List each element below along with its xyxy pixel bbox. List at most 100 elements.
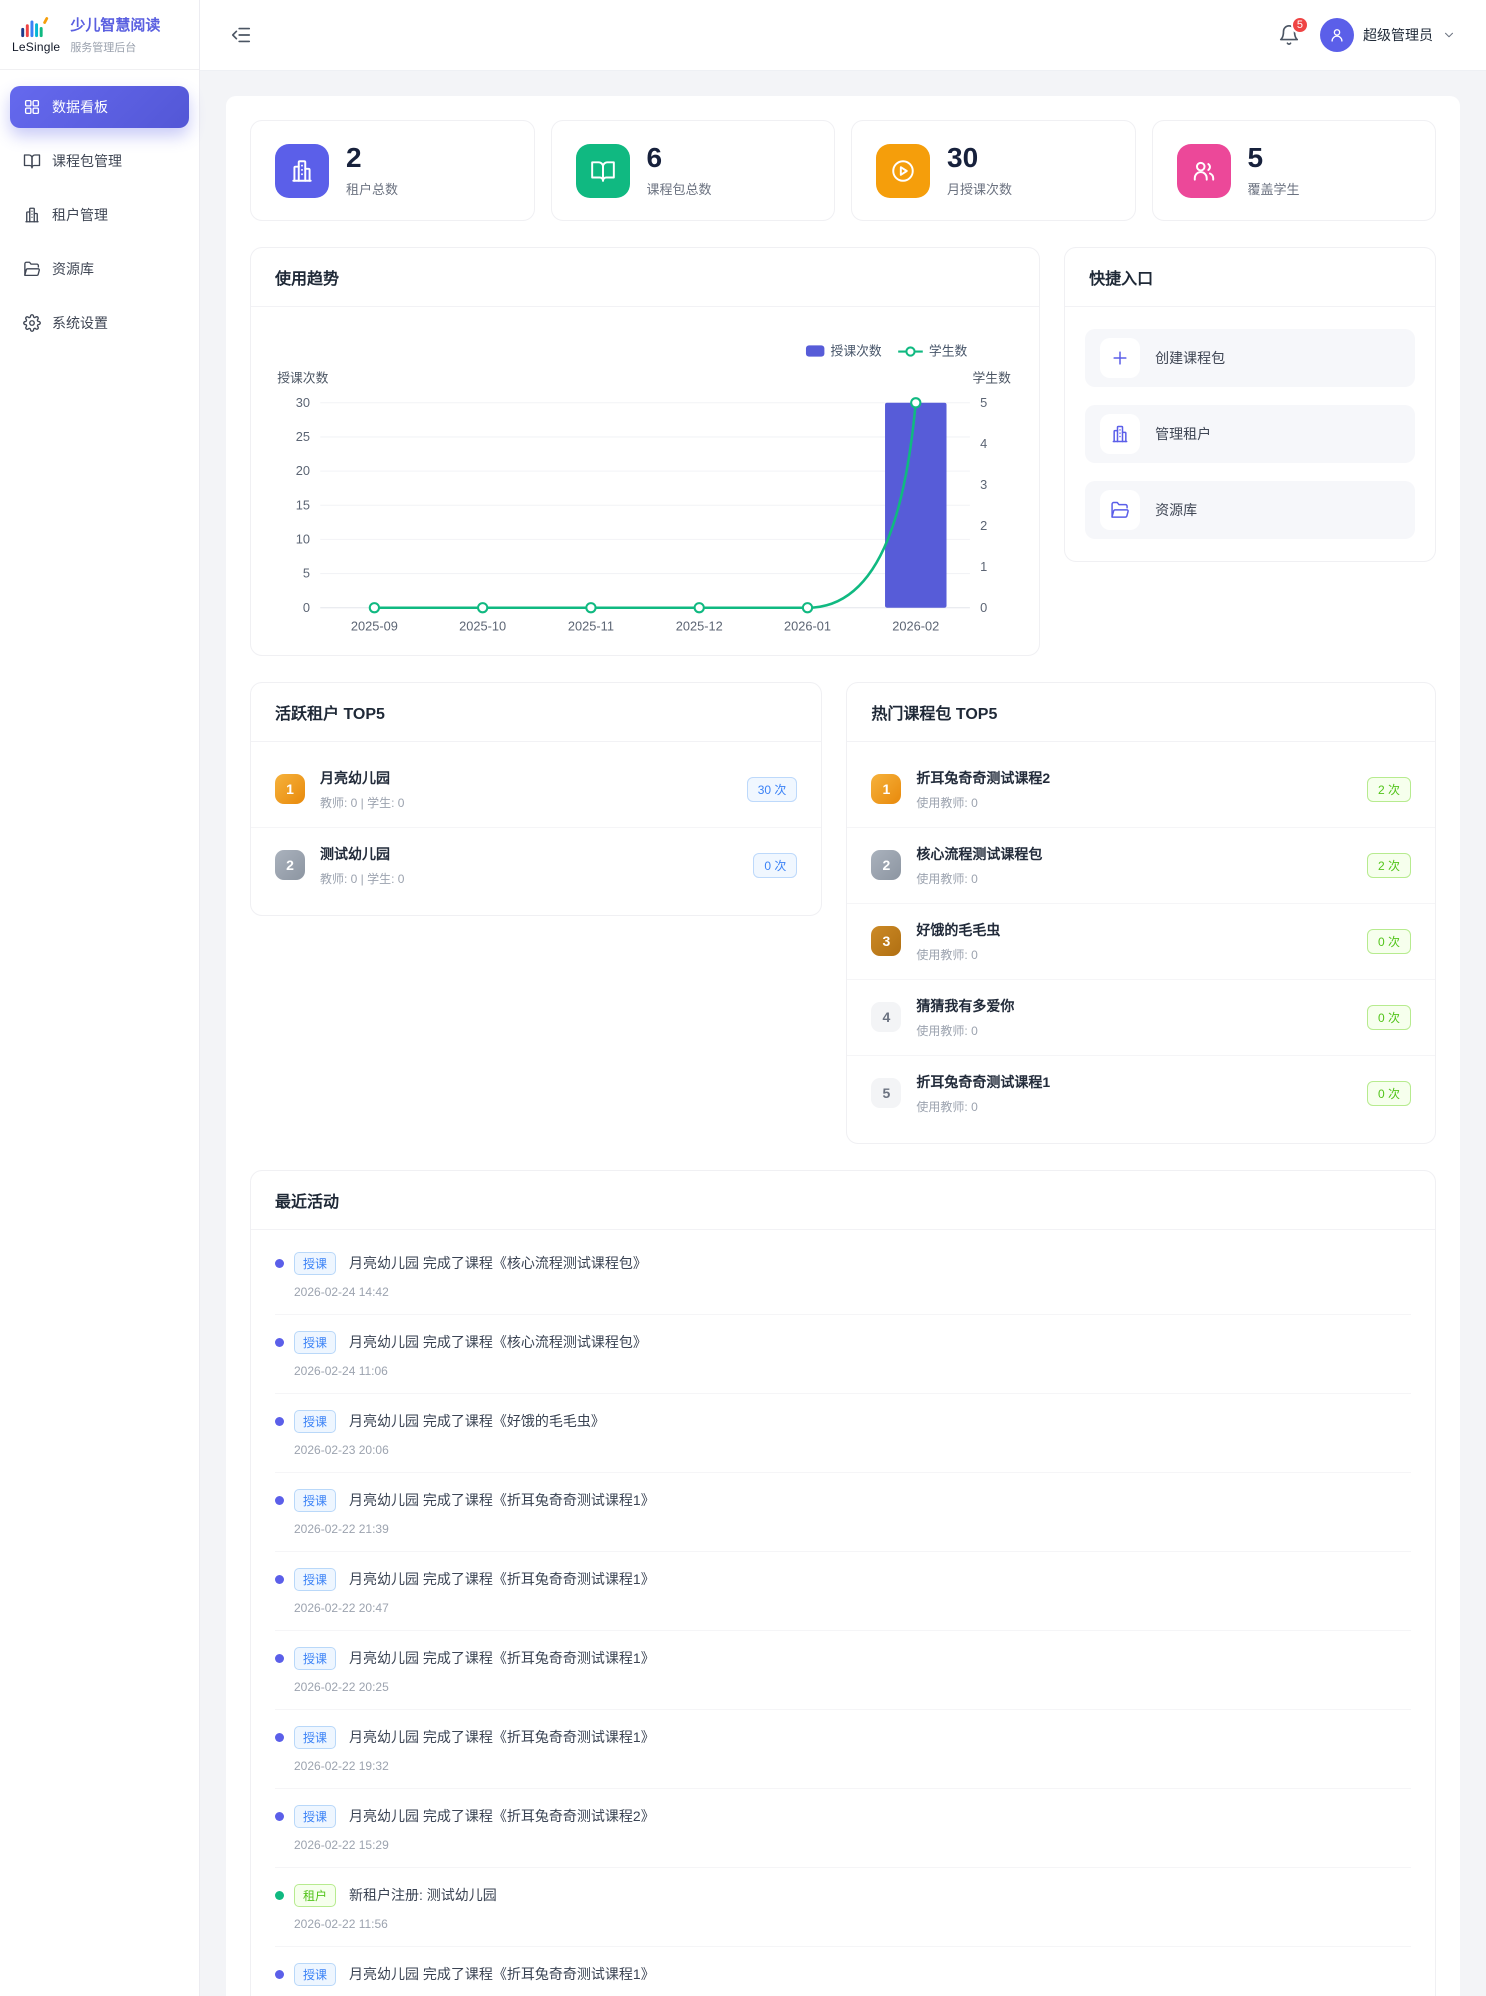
activity-item: 授课 月亮幼儿园 完成了课程《折耳兔奇奇测试课程1》 2026-02-21 20… bbox=[275, 1947, 1411, 1996]
rank-meta: 教师: 0 | 学生: 0 bbox=[320, 795, 405, 810]
svg-text:30: 30 bbox=[296, 395, 310, 410]
svg-text:授课次数: 授课次数 bbox=[831, 344, 882, 359]
activity-text: 新租户注册: 测试幼儿园 bbox=[349, 1887, 497, 1904]
activity-item: 授课 月亮幼儿园 完成了课程《折耳兔奇奇测试课程1》 2026-02-22 20… bbox=[275, 1552, 1411, 1631]
quick-entry-item-1[interactable]: 创建课程包 bbox=[1085, 329, 1415, 388]
activity-type-badge: 授课 bbox=[294, 1962, 337, 1986]
logo-text: LeSingle bbox=[12, 40, 61, 54]
activity-item: 租户 新租户注册: 测试幼儿园 2026-02-22 11:56 bbox=[275, 1868, 1411, 1947]
activity-item: 授课 月亮幼儿园 完成了课程《好饿的毛毛虫》 2026-02-23 20:06 bbox=[275, 1394, 1411, 1473]
quick-entry-item-2[interactable]: 管理租户 bbox=[1085, 405, 1415, 464]
stat-label: 租户总数 bbox=[346, 182, 399, 198]
sidebar-item-5[interactable]: 系统设置 bbox=[10, 302, 189, 344]
sidebar-menu: 数据看板 课程包管理 租户管理 资源库 系统设置 bbox=[0, 70, 199, 360]
rank-row: 2 核心流程测试课程包 使用教师: 0 2 次 bbox=[847, 828, 1435, 904]
activity-item: 授课 月亮幼儿园 完成了课程《折耳兔奇奇测试课程1》 2026-02-22 20… bbox=[275, 1631, 1411, 1710]
svg-text:授课次数: 授课次数 bbox=[277, 371, 328, 386]
active-tenants-list: 1 月亮幼儿园 教师: 0 | 学生: 0 30 次 2 测试幼儿园 教师: 0… bbox=[251, 742, 822, 915]
rank-meta: 使用教师: 0 bbox=[916, 1023, 978, 1038]
rank-badge: 2 bbox=[871, 850, 902, 881]
quick-entry-item-3[interactable]: 资源库 bbox=[1085, 481, 1415, 540]
recent-activities-panel: 最近活动 授课 月亮幼儿园 完成了课程《核心流程测试课程包》 2026-02-2… bbox=[250, 1169, 1436, 1996]
activity-time: 2026-02-22 21:39 bbox=[294, 1521, 389, 1536]
activity-text: 月亮幼儿园 完成了课程《折耳兔奇奇测试课程1》 bbox=[349, 1966, 655, 1983]
svg-text:5: 5 bbox=[303, 566, 310, 581]
hot-packages-list: 1 折耳兔奇奇测试课程2 使用教师: 0 2 次 2 核心流程测试课程包 使用教… bbox=[847, 742, 1435, 1143]
play-icon bbox=[890, 158, 916, 184]
app-title-block: 少儿智慧阅读 服务管理后台 bbox=[70, 14, 160, 55]
logo-bars-icon bbox=[21, 17, 49, 38]
app-subtitle: 服务管理后台 bbox=[70, 42, 137, 54]
quick-entry-label: 资源库 bbox=[1155, 502, 1198, 519]
count-badge: 0 次 bbox=[753, 852, 798, 878]
activity-dot bbox=[275, 1574, 284, 1584]
gear-icon bbox=[23, 314, 41, 332]
count-badge: 2 次 bbox=[1366, 776, 1411, 802]
activity-dot bbox=[275, 1337, 284, 1347]
sidebar-item-1[interactable]: 数据看板 bbox=[10, 86, 189, 128]
usage-trend-panel: 使用趋势 0 5 10 15 20 25 30 0 1 2 3 4 5 授课次数 学生数 2025-09 202… bbox=[250, 247, 1041, 656]
rank-name: 折耳兔奇奇测试课程1 bbox=[916, 1073, 1051, 1090]
svg-text:15: 15 bbox=[296, 498, 310, 513]
rank-badge: 4 bbox=[871, 1002, 902, 1033]
user-icon bbox=[1328, 26, 1346, 44]
content: 2 租户总数 6 课程包总数 30 月授课次数 5 覆盖学生 使用趋势 bbox=[200, 70, 1486, 1996]
top5-row: 活跃租户 TOP5 1 月亮幼儿园 教师: 0 | 学生: 0 30 次 2 测… bbox=[250, 681, 1436, 1144]
dashboard-icon bbox=[23, 98, 41, 116]
user-menu[interactable]: 超级管理员 bbox=[1320, 18, 1456, 52]
sidebar-item-3[interactable]: 租户管理 bbox=[10, 194, 189, 236]
activity-time: 2026-02-23 20:06 bbox=[294, 1442, 389, 1457]
svg-text:5: 5 bbox=[980, 395, 987, 410]
rank-name: 折耳兔奇奇测试课程2 bbox=[916, 769, 1051, 786]
stat-label: 月授课次数 bbox=[947, 182, 1013, 198]
stat-card: 30 月授课次数 bbox=[851, 120, 1136, 222]
svg-text:2025-11: 2025-11 bbox=[568, 619, 614, 634]
activity-item: 授课 月亮幼儿园 完成了课程《核心流程测试课程包》 2026-02-24 14:… bbox=[275, 1236, 1411, 1315]
activity-dot bbox=[275, 1416, 284, 1426]
notification-count-badge: 5 bbox=[1290, 16, 1309, 34]
logo-area: LeSingle 少儿智慧阅读 服务管理后台 bbox=[0, 0, 199, 70]
sidebar-collapse-icon[interactable] bbox=[230, 24, 252, 46]
notifications-button[interactable]: 5 bbox=[1278, 16, 1309, 46]
stat-label: 覆盖学生 bbox=[1247, 182, 1300, 198]
activity-type-badge: 授课 bbox=[294, 1251, 337, 1275]
sidebar-item-2[interactable]: 课程包管理 bbox=[10, 140, 189, 182]
folder-icon bbox=[1110, 500, 1130, 520]
activity-type-badge: 租户 bbox=[294, 1883, 337, 1907]
activity-type-badge: 授课 bbox=[294, 1567, 337, 1591]
topbar: 5 超级管理员 bbox=[200, 0, 1486, 70]
building-icon bbox=[23, 206, 41, 224]
stat-card: 6 课程包总数 bbox=[550, 120, 835, 222]
count-badge: 30 次 bbox=[746, 776, 798, 802]
activity-time: 2026-02-22 19:32 bbox=[294, 1758, 389, 1773]
activity-time: 2026-02-24 11:06 bbox=[294, 1363, 388, 1378]
activity-text: 月亮幼儿园 完成了课程《核心流程测试课程包》 bbox=[349, 1255, 647, 1272]
svg-text:0: 0 bbox=[980, 600, 987, 615]
rank-badge: 3 bbox=[871, 926, 902, 957]
plus-icon bbox=[1110, 348, 1130, 368]
count-badge: 0 次 bbox=[1366, 1080, 1411, 1106]
sidebar-item-4[interactable]: 资源库 bbox=[10, 248, 189, 290]
activity-dot bbox=[275, 1890, 284, 1900]
stat-label: 课程包总数 bbox=[646, 182, 712, 198]
quick-entry-label: 管理租户 bbox=[1155, 426, 1212, 443]
rank-row: 4 猜猜我有多爱你 使用教师: 0 0 次 bbox=[847, 980, 1435, 1056]
active-tenants-header: 活跃租户 TOP5 bbox=[251, 683, 822, 742]
activity-text: 月亮幼儿园 完成了课程《折耳兔奇奇测试课程1》 bbox=[349, 1492, 655, 1509]
building-icon bbox=[289, 158, 315, 184]
rank-badge: 5 bbox=[871, 1078, 902, 1109]
rank-row: 1 折耳兔奇奇测试课程2 使用教师: 0 2 次 bbox=[847, 752, 1435, 828]
activity-text: 月亮幼儿园 完成了课程《好饿的毛毛虫》 bbox=[349, 1413, 605, 1430]
activity-dot bbox=[275, 1653, 284, 1663]
activity-item: 授课 月亮幼儿园 完成了课程《折耳兔奇奇测试课程1》 2026-02-22 21… bbox=[275, 1473, 1411, 1552]
stat-card: 5 覆盖学生 bbox=[1151, 120, 1436, 222]
rank-meta: 使用教师: 0 bbox=[916, 795, 978, 810]
stats-row: 2 租户总数 6 课程包总数 30 月授课次数 5 覆盖学生 bbox=[250, 120, 1436, 222]
svg-text:2026-02: 2026-02 bbox=[892, 619, 939, 634]
stat-value: 6 bbox=[646, 142, 663, 173]
sidebar: LeSingle 少儿智慧阅读 服务管理后台 数据看板 课程包管理 租户管理 资… bbox=[0, 0, 200, 1996]
activity-type-badge: 授课 bbox=[294, 1804, 337, 1828]
activity-text: 月亮幼儿园 完成了课程《折耳兔奇奇测试课程1》 bbox=[349, 1571, 655, 1588]
recent-activities-list: 授课 月亮幼儿园 完成了课程《核心流程测试课程包》 2026-02-24 14:… bbox=[251, 1230, 1435, 1996]
